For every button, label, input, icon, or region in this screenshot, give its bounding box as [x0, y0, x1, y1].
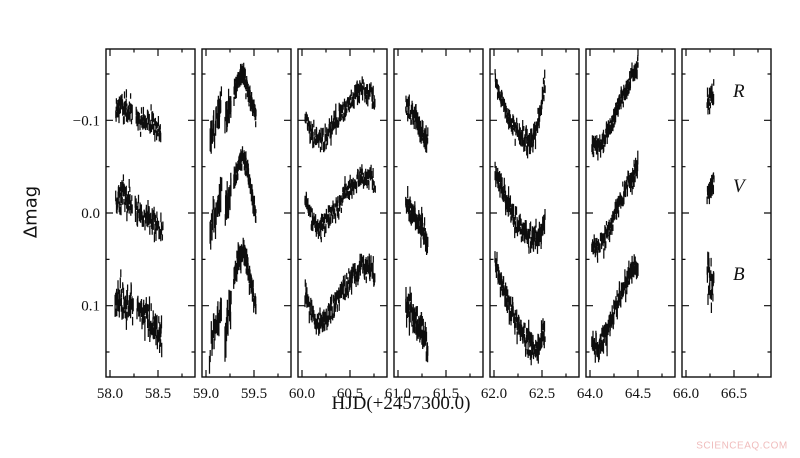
svg-text:58.5: 58.5 — [145, 386, 171, 402]
svg-text:60.5: 60.5 — [337, 386, 363, 402]
svg-text:62.0: 62.0 — [481, 386, 507, 402]
svg-text:62.5: 62.5 — [529, 386, 555, 402]
watermark: SCIENCEAQ.COM — [696, 440, 788, 452]
band-label-R: R — [732, 80, 745, 102]
y-axis-label: Δmag — [20, 185, 42, 239]
svg-text:66.5: 66.5 — [721, 386, 747, 402]
svg-text:64.5: 64.5 — [625, 386, 651, 402]
svg-text:58.0: 58.0 — [97, 386, 123, 402]
svg-text:59.0: 59.0 — [193, 386, 219, 402]
x-axis-label: HJD(+2457300.0) — [331, 393, 471, 414]
svg-text:61.0: 61.0 — [385, 386, 411, 402]
svg-text:59.5: 59.5 — [241, 386, 267, 402]
svg-text:66.0: 66.0 — [673, 386, 699, 402]
band-label-B: B — [732, 264, 745, 286]
svg-text:0.0: 0.0 — [81, 206, 100, 222]
band-label-V: V — [732, 176, 745, 197]
svg-text:0.1: 0.1 — [81, 299, 100, 315]
svg-text:−0.1: −0.1 — [73, 113, 100, 129]
svg-text:61.5: 61.5 — [433, 386, 459, 402]
svg-text:60.0: 60.0 — [289, 386, 315, 402]
svg-text:64.0: 64.0 — [577, 386, 603, 402]
